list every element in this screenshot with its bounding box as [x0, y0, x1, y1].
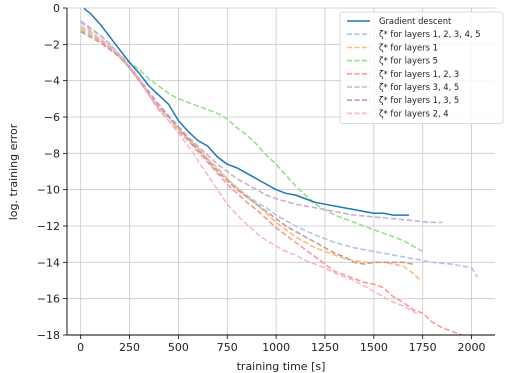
legend-label-6: ζ* for layers 1, 3, 5 — [379, 95, 459, 105]
legend-label-5: ζ* for layers 3, 4, 5 — [379, 82, 459, 92]
series-line-0 — [83, 8, 410, 216]
y-tick-label-0: 0 — [53, 2, 60, 15]
series-line-3 — [80, 29, 424, 253]
legend-label-1: ζ* for layers 1, 2, 3, 4, 5 — [379, 29, 481, 39]
x-tick-label-1: 250 — [119, 341, 140, 354]
y-axis-label: log. training error — [7, 123, 20, 220]
x-tick-label-8: 2000 — [458, 341, 486, 354]
x-tick-label-5: 1250 — [311, 341, 339, 354]
y-tick-label-3: −6 — [44, 111, 60, 124]
legend-label-3: ζ* for layers 5 — [379, 56, 438, 66]
y-tick-label-5: −10 — [37, 184, 60, 197]
series-layer — [80, 8, 479, 335]
legend-box — [339, 11, 504, 124]
legend-label-0: Gradient descent — [379, 16, 452, 26]
x-tick-label-3: 750 — [217, 341, 238, 354]
legend: Gradient descent ζ* for layers 1, 2, 3, 4… — [339, 11, 504, 124]
x-tick-label-2: 500 — [168, 341, 189, 354]
x-tick-label-6: 1500 — [360, 341, 388, 354]
y-tick-label-1: −2 — [44, 38, 60, 51]
y-tick-label-9: −18 — [37, 329, 60, 342]
series-line-7 — [80, 27, 418, 314]
series-line-6 — [80, 30, 414, 265]
x-tick-label-0: 0 — [77, 341, 84, 354]
x-axis-label: training time [s] — [237, 360, 326, 373]
series-line-4 — [80, 27, 463, 335]
y-tick-label-7: −14 — [37, 256, 60, 269]
legend-label-7: ζ* for layers 2, 4 — [379, 108, 449, 118]
x-tick-label-7: 1750 — [409, 341, 437, 354]
y-tick-label-4: −8 — [44, 147, 60, 160]
y-tick-label-2: −4 — [44, 75, 60, 88]
y-tick-label-6: −12 — [37, 220, 60, 233]
legend-label-2: ζ* for layers 1 — [379, 42, 438, 52]
axes — [66, 8, 495, 336]
legend-label-4: ζ* for layers 1, 2, 3 — [379, 69, 459, 79]
y-tick-label-8: −16 — [37, 293, 60, 306]
ticks: 0 250 500 750 1000 1250 1500 1750 2000 0 −2 −4 −6 −8 −… — [37, 2, 486, 354]
x-tick-label-4: 1000 — [262, 341, 290, 354]
